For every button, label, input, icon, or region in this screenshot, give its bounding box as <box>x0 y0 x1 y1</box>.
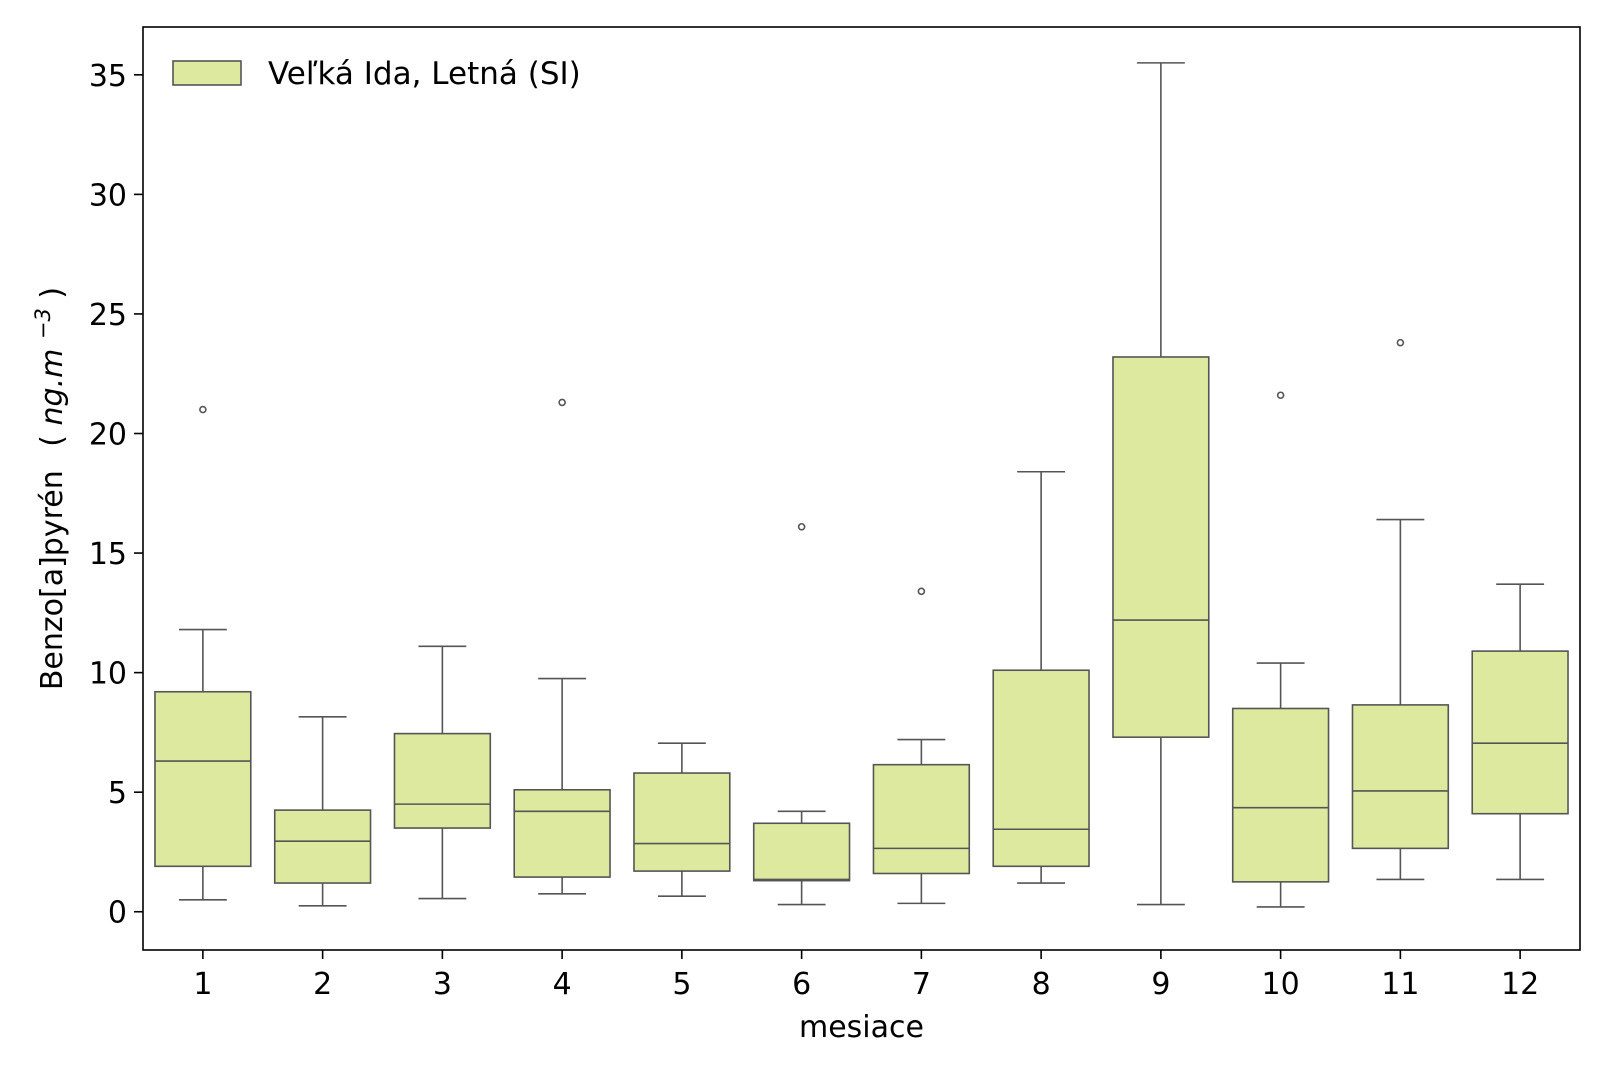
y-tick-label: 20 <box>89 418 127 453</box>
plot-content <box>154 62 1569 908</box>
y-axis-title: Benzo[a]pyrén ( ng.m −3 ) <box>23 287 70 690</box>
iqr-box <box>1471 650 1569 815</box>
x-tick-label: 3 <box>433 967 452 1002</box>
iqr-box <box>154 690 252 868</box>
x-tick-label: 12 <box>1501 967 1539 1002</box>
outlier-point <box>1396 338 1405 347</box>
y-tick-label: 30 <box>89 178 127 213</box>
x-tick-label: 2 <box>313 967 332 1002</box>
iqr-box <box>872 763 971 875</box>
box-group-month-9 <box>1112 62 1210 906</box>
iqr-box <box>1112 356 1210 738</box>
outlier-point <box>199 405 207 414</box>
plot-frame <box>142 26 1581 951</box>
y-tick-label: 10 <box>89 657 127 692</box>
y-axis-unit: ng.m <box>35 349 70 426</box>
iqr-box <box>1351 704 1450 850</box>
iqr-box <box>513 788 611 878</box>
x-tick-label: 1 <box>193 967 212 1002</box>
y-tick-label: 0 <box>108 896 127 931</box>
x-tick-label: 10 <box>1262 967 1300 1002</box>
outlier-point <box>558 398 566 407</box>
outlier-point <box>1276 391 1285 400</box>
y-axis: 0 5 10 15 20 25 30 35 <box>89 59 143 931</box>
x-axis-title: mesiace <box>799 1010 924 1045</box>
y-axis-unit-open: ( <box>35 435 70 447</box>
box-group-month-5 <box>633 742 731 897</box>
box-group-month-1 <box>154 405 252 901</box>
iqr-box <box>273 809 372 884</box>
x-tick-label: 11 <box>1381 967 1419 1002</box>
x-tick-label: 5 <box>672 967 691 1002</box>
box-group-month-12 <box>1471 583 1569 881</box>
iqr-box <box>1231 707 1330 883</box>
outlier-point <box>917 587 926 596</box>
legend-swatch <box>172 60 242 86</box>
box-group-month-7 <box>872 587 971 905</box>
x-tick-label: 9 <box>1151 967 1170 1002</box>
box-group-month-3 <box>393 645 492 900</box>
legend-label: Veľká Ida, Letná (SI) <box>268 56 581 92</box>
iqr-box <box>752 822 851 882</box>
iqr-box <box>633 772 731 872</box>
box-group-month-11 <box>1351 338 1450 881</box>
y-axis-unit-close: ) <box>35 287 70 299</box>
outlier-point <box>797 522 806 531</box>
box-group-month-4 <box>513 398 611 895</box>
legend: Veľká Ida, Letná (SI) <box>172 56 581 92</box>
y-tick-label: 25 <box>89 298 127 333</box>
x-tick-label: 4 <box>553 967 572 1002</box>
x-tick-label: 6 <box>792 967 811 1002</box>
box-group-month-8 <box>992 470 1090 884</box>
y-axis-unit-exponent: −3 <box>31 308 55 339</box>
box-group-month-2 <box>273 716 372 907</box>
x-tick-label: 8 <box>1032 967 1051 1002</box>
x-tick-label: 7 <box>912 967 931 1002</box>
x-axis: 1 2 3 4 5 6 7 8 9 10 11 12 <box>193 950 1539 1002</box>
box-group-month-6 <box>752 522 851 906</box>
iqr-box <box>393 732 492 829</box>
y-axis-title-text: Benzo[a]pyrén <box>35 470 70 690</box>
y-tick-label: 15 <box>89 537 127 572</box>
iqr-box <box>992 669 1090 868</box>
y-tick-label: 35 <box>89 59 127 94</box>
box-group-month-10 <box>1231 391 1330 908</box>
y-tick-label: 5 <box>108 776 127 811</box>
